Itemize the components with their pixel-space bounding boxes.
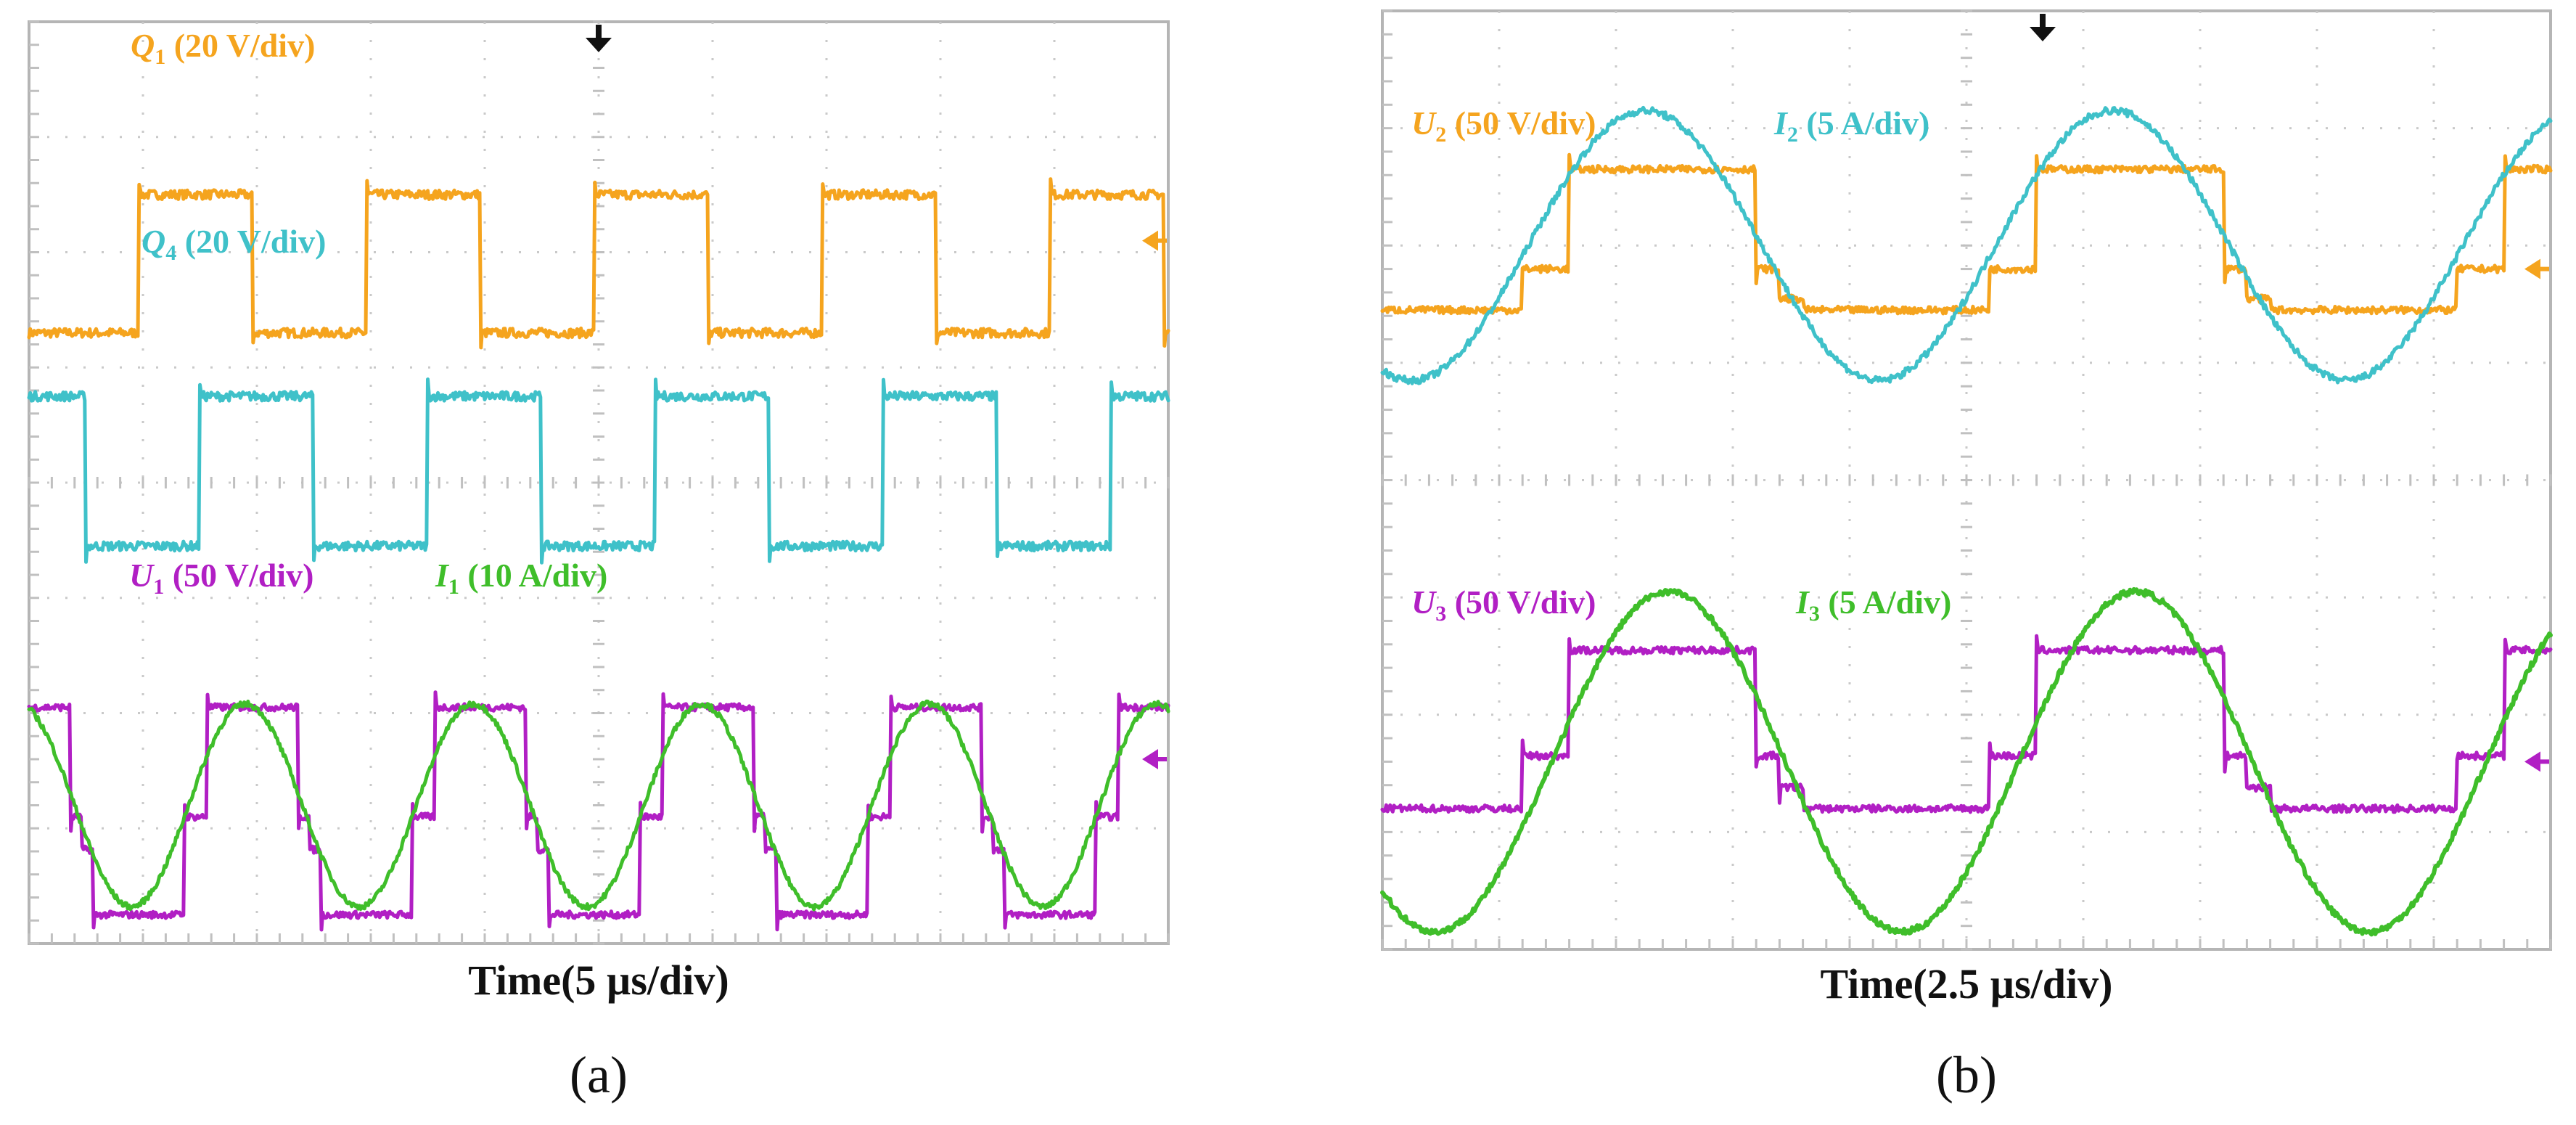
series-i3: [1380, 586, 2553, 937]
trace-label-u2: U2 (50 V/div): [1411, 105, 1596, 147]
channel-level-marker-u3: [2524, 751, 2549, 772]
panel-a: Q1 (20 V/div)Q4 (20 V/div)U1 (50 V/div) I…: [27, 20, 1170, 1104]
label-scale: (20 V/div): [176, 223, 326, 260]
label-symbol: U: [1411, 105, 1437, 142]
trigger-position-marker: [586, 25, 612, 52]
label-symbol: Q: [141, 223, 165, 260]
trace-label-i3: I3 (5 A/div): [1795, 584, 1951, 626]
x-axis-label-a: Time(5 µs/div): [468, 957, 729, 1004]
label-symbol: Q: [131, 27, 155, 64]
channel-level-marker-u2: [2524, 258, 2549, 279]
grid-a: [28, 20, 1170, 945]
markers-a: [586, 25, 1167, 769]
trace-labels-b: U2 (50 V/div) I2 (5 A/div)U3 (50 V/div) I3…: [1411, 105, 1951, 626]
x-axis-label-b: Time(2.5 µs/div): [1821, 960, 2113, 1007]
label-scale: (5 A/div): [1798, 105, 1929, 142]
trace-label-i1: I1 (10 A/div): [435, 557, 607, 599]
label-subscript: 3: [1435, 602, 1446, 626]
channel-level-marker-u1: [1142, 749, 1167, 769]
label-subscript: 2: [1435, 123, 1446, 147]
label-symbol: I: [1795, 584, 1810, 621]
label-symbol: U: [1411, 584, 1437, 621]
markers-b: [2030, 14, 2549, 772]
traces-a: [27, 177, 1170, 932]
series-u1: [27, 690, 1170, 932]
trigger-position-marker: [2030, 14, 2056, 41]
label-subscript: 1: [153, 575, 164, 599]
label-scale: (50 V/div): [1446, 105, 1596, 142]
label-subscript: 2: [1787, 123, 1798, 147]
trace-label-q4: Q4 (20 V/div): [141, 223, 326, 265]
label-subscript: 3: [1809, 602, 1820, 626]
label-scale: (5 A/div): [1820, 584, 1951, 621]
panel-label-b: (b): [1936, 1046, 1997, 1104]
series-i2: [1380, 105, 2553, 385]
channel-level-marker-q1: [1142, 230, 1167, 251]
label-symbol: I: [1773, 105, 1789, 142]
label-scale: (50 V/div): [1446, 584, 1596, 621]
series-q1: [27, 177, 1170, 350]
series-q4: [27, 377, 1170, 565]
label-subscript: 1: [155, 45, 165, 69]
label-symbol: I: [435, 557, 450, 594]
label-subscript: 4: [165, 241, 176, 265]
trace-labels-a: Q1 (20 V/div)Q4 (20 V/div)U1 (50 V/div) I…: [129, 27, 607, 599]
trace-label-u1: U1 (50 V/div): [129, 557, 313, 599]
trace-label-u3: U3 (50 V/div): [1411, 584, 1596, 626]
label-subscript: 1: [448, 575, 459, 599]
label-scale: (20 V/div): [165, 27, 315, 64]
label-scale: (50 V/div): [164, 557, 313, 594]
grid-b: [1381, 9, 2552, 951]
panel-label-a: (a): [570, 1046, 628, 1104]
series-i1: [27, 699, 1170, 912]
trace-label-i2: I2 (5 A/div): [1773, 105, 1929, 147]
label-symbol: U: [129, 557, 155, 594]
traces-b: [1380, 105, 2553, 937]
trace-label-q1: Q1 (20 V/div): [131, 27, 315, 69]
panel-b: U2 (50 V/div) I2 (5 A/div)U3 (50 V/div) I3…: [1380, 9, 2553, 1104]
label-scale: (10 A/div): [459, 557, 607, 594]
series-u3: [1380, 634, 2553, 814]
